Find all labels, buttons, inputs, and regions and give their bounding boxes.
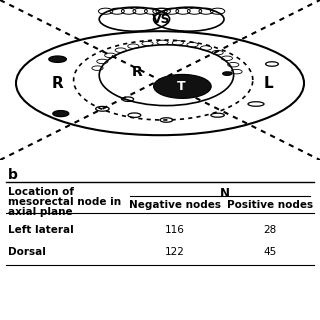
Text: 122: 122: [165, 247, 185, 257]
Text: T: T: [177, 80, 185, 93]
Text: axial plane: axial plane: [8, 207, 73, 217]
Text: N: N: [220, 187, 230, 200]
Ellipse shape: [223, 72, 232, 75]
Text: L: L: [264, 76, 274, 91]
Ellipse shape: [154, 74, 211, 99]
Text: Negative nodes: Negative nodes: [129, 200, 221, 210]
Text: b: b: [8, 168, 18, 182]
Text: 28: 28: [263, 225, 276, 235]
Ellipse shape: [53, 110, 69, 116]
Text: R: R: [52, 76, 63, 91]
Text: 45: 45: [263, 247, 276, 257]
Text: Location of: Location of: [8, 187, 74, 197]
Text: 116: 116: [165, 225, 185, 235]
Text: mesorectal node in: mesorectal node in: [8, 197, 121, 207]
Ellipse shape: [49, 56, 67, 62]
Text: Left lateral: Left lateral: [8, 225, 74, 235]
Text: R: R: [132, 65, 143, 79]
Text: Dorsal: Dorsal: [8, 247, 46, 257]
Text: VS: VS: [152, 13, 171, 26]
Text: Positive nodes: Positive nodes: [227, 200, 313, 210]
